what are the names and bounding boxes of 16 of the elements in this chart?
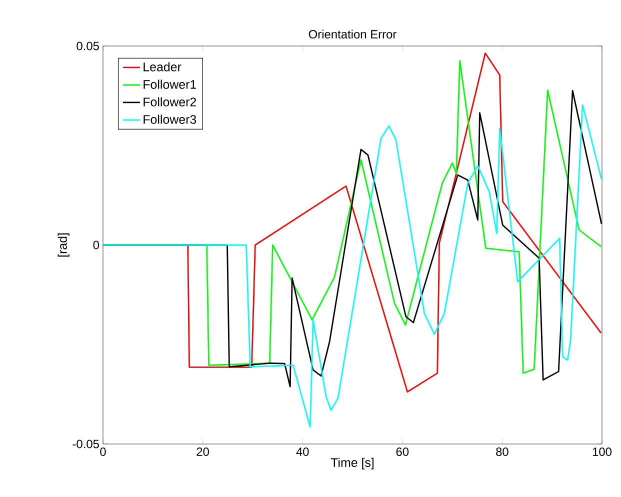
x-axis-title: Time [s] (330, 458, 374, 470)
x-tick-label: 60 (396, 448, 409, 456)
legend-label: Follower1 (144, 80, 196, 89)
y-tick-label: 0 (93, 240, 100, 250)
legend-label: Leader (144, 62, 182, 72)
x-tick-label: 80 (496, 448, 508, 456)
y-tick-label: -0.05 (72, 440, 99, 448)
legend-label: Follower3 (144, 114, 196, 124)
x-tick-label: 40 (296, 448, 309, 456)
y-tick-label: 0.05 (76, 42, 99, 50)
x-tick-label: 100 (592, 448, 612, 456)
y-axis-title: [rad] (58, 233, 70, 257)
x-tick-label: 20 (196, 448, 209, 456)
legend-label: Follower2 (144, 97, 196, 106)
x-tick-label: 0 (100, 448, 106, 456)
chart-title: Orientation Error (308, 30, 396, 38)
